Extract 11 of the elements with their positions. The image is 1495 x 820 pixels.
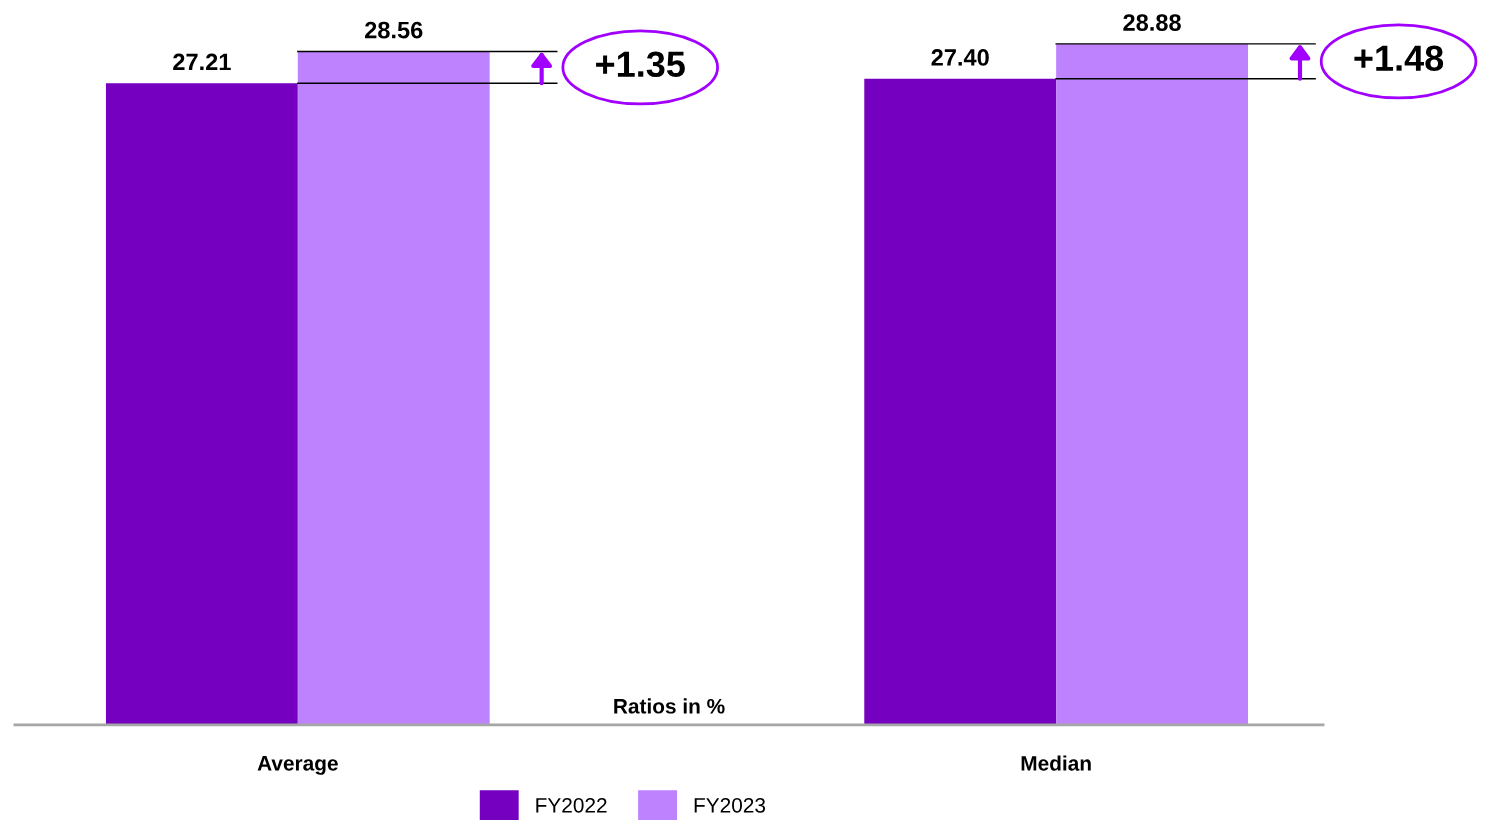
data-label: 28.88 <box>1123 14 1181 31</box>
data-label: 27.40 <box>931 49 989 66</box>
legend-label: FY2022 <box>536 797 607 813</box>
annotation: +1.35 <box>596 51 685 78</box>
annotation: +1.48 <box>1354 45 1444 72</box>
annotation: Ratios in % <box>614 698 725 714</box>
data-label: 27.21 <box>173 53 231 71</box>
x-tick-label: Median <box>1021 755 1091 771</box>
legend-label: FY2023 <box>694 797 766 813</box>
data-label: 28.56 <box>365 21 423 39</box>
x-tick-label: Average <box>257 756 338 775</box>
